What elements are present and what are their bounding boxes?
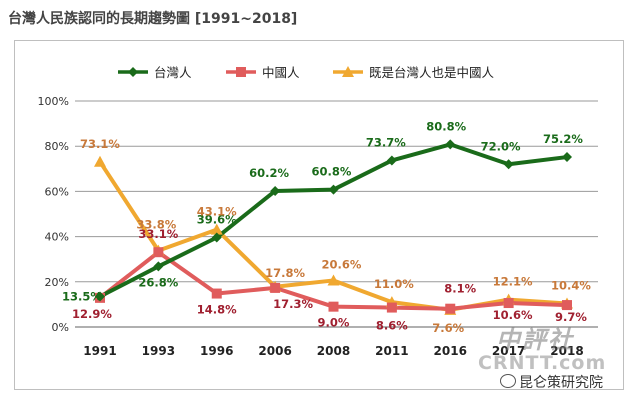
legend-label: 既是台灣人也是中國人: [369, 65, 495, 80]
data-label: 12.9%: [72, 307, 112, 321]
chart-title: 台灣人民族認同的長期趨勢圖 [1991~2018]: [8, 11, 298, 27]
data-label: 73.1%: [80, 137, 120, 151]
data-label: 9.7%: [555, 310, 587, 324]
x-tick-label: 2008: [317, 344, 350, 358]
data-label: 11.0%: [374, 277, 414, 291]
series-taiwanese-point: [211, 232, 222, 243]
data-label: 10.6%: [493, 308, 533, 322]
legend-marker: [128, 67, 138, 77]
chart-frame: [14, 40, 624, 390]
data-label: 17.8%: [265, 266, 305, 280]
data-label: 8.6%: [376, 319, 408, 333]
y-tick-label: 80%: [45, 140, 69, 153]
legend-label: 中國人: [262, 65, 300, 80]
series-taiwanese-point: [445, 139, 456, 150]
series-taiwanese-point: [328, 184, 339, 195]
series-chinese-point: [211, 288, 222, 299]
series-both-point: [94, 155, 106, 167]
x-tick-label: 2011: [375, 344, 408, 358]
series-chinese-point: [445, 303, 456, 314]
data-label: 75.2%: [543, 132, 583, 146]
series-taiwanese-point: [503, 159, 514, 170]
data-label: 60.8%: [312, 165, 352, 179]
x-tick-label: 1993: [142, 344, 175, 358]
watermark-source-text: 昆仑策研究院: [519, 375, 603, 391]
data-label: 43.1%: [197, 205, 237, 219]
series-chinese-point: [328, 301, 339, 312]
data-label: 80.8%: [426, 119, 466, 133]
series-taiwanese-point: [95, 291, 105, 302]
series-chinese-point: [562, 300, 572, 311]
x-tick-label: 2016: [434, 344, 467, 358]
data-label: 8.1%: [444, 282, 476, 296]
data-label: 9.0%: [318, 316, 350, 330]
series-taiwanese-point: [270, 185, 281, 196]
data-label: 17.3%: [273, 297, 313, 311]
data-label: 39.6%: [197, 213, 237, 227]
wechat-icon: [500, 374, 516, 388]
data-label: 10.4%: [551, 278, 591, 292]
x-tick-label: 1996: [200, 344, 233, 358]
legend-marker: [236, 67, 246, 77]
y-tick-label: 20%: [45, 276, 69, 289]
x-tick-label: 2017: [492, 344, 525, 358]
y-tick-label: 60%: [45, 185, 69, 198]
series-chinese-point: [270, 282, 281, 293]
series-taiwanese-point: [153, 261, 164, 272]
data-label: 14.8%: [197, 303, 237, 317]
data-label: 72.0%: [481, 139, 521, 153]
data-label: 7.6%: [432, 321, 464, 335]
series-chinese-point: [503, 298, 514, 309]
data-label: 33.1%: [138, 227, 178, 241]
x-tick-label: 1991: [83, 344, 116, 358]
data-label: 33.8%: [136, 218, 176, 232]
data-label: 73.7%: [366, 135, 406, 149]
y-tick-label: 0%: [52, 321, 69, 334]
series-both-point: [327, 274, 340, 286]
watermark-chinese: 中評社: [496, 326, 574, 354]
series-chinese-point: [386, 302, 397, 313]
x-tick-label: 2018: [550, 344, 583, 358]
watermark-site: CRNTT.com: [478, 352, 607, 374]
data-label: 13.5%: [62, 289, 102, 303]
series-chinese-point: [153, 247, 164, 258]
series-both-point: [210, 223, 223, 235]
series-taiwanese-point: [386, 155, 397, 166]
y-tick-label: 40%: [45, 231, 69, 244]
data-label: 26.8%: [138, 275, 178, 289]
series-taiwanese-point: [562, 152, 572, 163]
y-tick-label: 100%: [38, 95, 69, 108]
data-label: 12.1%: [493, 275, 533, 289]
data-label: 20.6%: [322, 257, 362, 271]
legend-marker: [342, 66, 354, 77]
watermark-source: 昆仑策研究院: [500, 372, 603, 392]
data-label: 60.2%: [249, 166, 289, 180]
x-tick-label: 2006: [258, 344, 291, 358]
legend-label: 台灣人: [154, 65, 192, 80]
